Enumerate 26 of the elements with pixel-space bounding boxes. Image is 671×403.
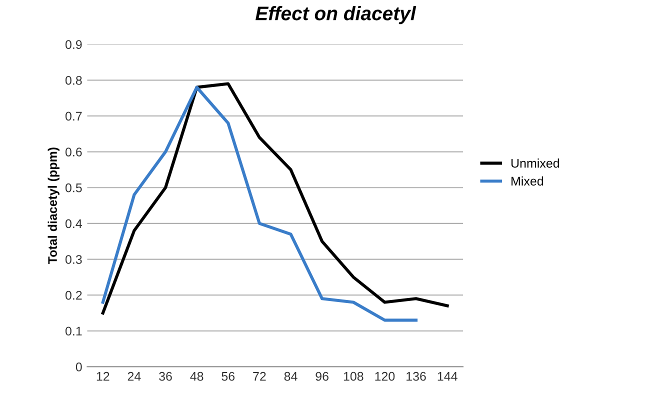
x-tick-label: 72 xyxy=(253,372,266,381)
legend-label: Mixed xyxy=(512,176,544,186)
y-tick-label: 0.6 xyxy=(65,148,82,156)
x-tick-label: 24 xyxy=(128,372,141,381)
x-tick-label: 108 xyxy=(344,372,364,381)
y-tick-label: 0.3 xyxy=(65,255,82,264)
x-tick-label: 96 xyxy=(316,372,328,381)
y-tick-label: 0.1 xyxy=(65,326,82,336)
x-tick-label: 56 xyxy=(222,372,235,381)
y-tick-label: 0.8 xyxy=(65,76,82,85)
y-tick-label: 0.7 xyxy=(65,112,82,121)
x-tick-label: 36 xyxy=(159,372,172,381)
x-tick-label: 84 xyxy=(284,372,298,381)
y-tick-label: 0.9 xyxy=(65,40,82,49)
x-tick-label: 144 xyxy=(438,372,458,381)
y-axis-title: Total diacetyl (ppm) xyxy=(48,148,60,264)
chart-title: Effect on diacetyl xyxy=(256,6,416,24)
x-tick-label: 12 xyxy=(96,372,110,381)
x-tick-label: 48 xyxy=(190,372,204,381)
y-tick-label: 0.2 xyxy=(65,290,82,300)
legend-label: Unmixed xyxy=(511,158,560,168)
x-tick-label: 136 xyxy=(406,372,426,381)
y-tick-label: 0.4 xyxy=(65,219,82,228)
x-tick-label: 120 xyxy=(375,372,395,381)
y-tick-label: 0.5 xyxy=(65,183,82,192)
y-tick-label: 0 xyxy=(76,362,82,372)
